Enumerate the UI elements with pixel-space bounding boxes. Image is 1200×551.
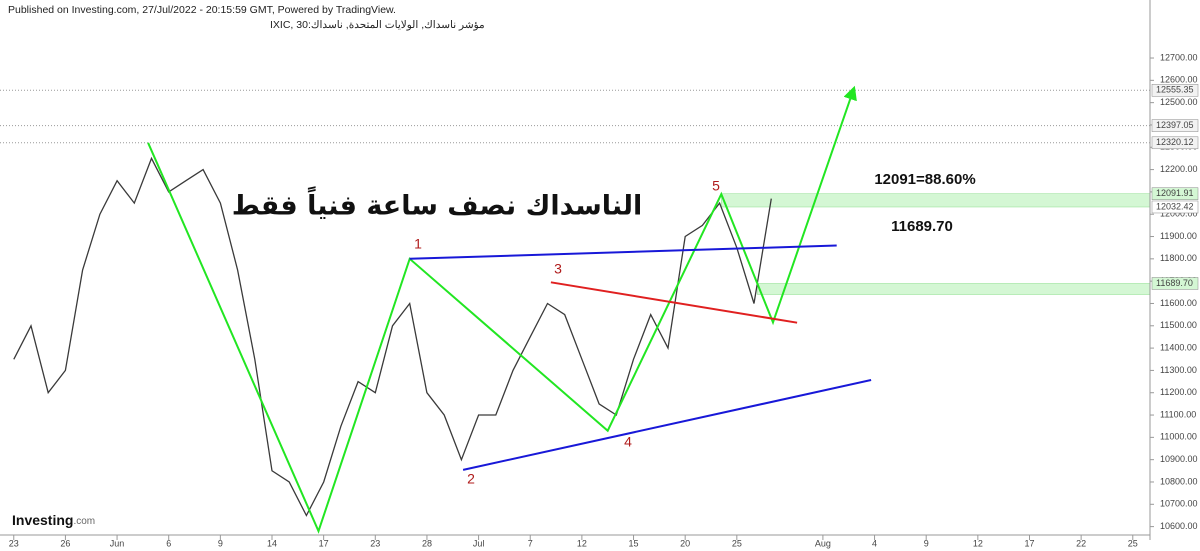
x-tick-label: 9	[218, 538, 223, 548]
wave-label: 2	[467, 471, 475, 487]
y-tick-label: 12600.00	[1160, 75, 1198, 85]
x-tick-label: 25	[1128, 538, 1138, 548]
price-label-box	[1151, 277, 1199, 290]
y-tick-label: 11100.00	[1160, 409, 1196, 419]
price-label-box	[1151, 119, 1199, 132]
y-tick-label: 12500.00	[1160, 97, 1198, 107]
y-tick-label: 11800.00	[1160, 253, 1197, 263]
chart-title: الناسداك نصف ساعة فنياً فقط	[232, 186, 643, 222]
x-tick-label: 12	[577, 538, 587, 548]
price-label-box	[1151, 136, 1199, 150]
x-tick-label: Jul	[473, 538, 485, 548]
annotation: 11689.70	[891, 218, 953, 235]
x-tick-label: 23	[9, 538, 19, 548]
trend-line	[462, 379, 872, 471]
header-symbol: مؤشر ناسداك, الولايات المتحدة, ناسداك:IX…	[270, 19, 485, 31]
y-tick-label: 10800.00	[1160, 476, 1198, 486]
annotation: 12091=88.60%	[874, 171, 975, 188]
price-label: 12397.05	[1156, 120, 1194, 130]
x-tick-label: 17	[319, 538, 329, 548]
y-tick-label: 12700.00	[1160, 52, 1198, 62]
x-tick-label: 15	[629, 538, 639, 548]
y-tick-label: 11000.00	[1160, 432, 1197, 442]
x-tick-label: 22	[1076, 538, 1086, 548]
zone	[721, 193, 1151, 208]
price-label: 12555.35	[1156, 85, 1194, 95]
price-line	[13, 156, 772, 517]
y-tick-label: 11300.00	[1160, 365, 1197, 375]
x-tick-label: Jun	[110, 538, 125, 548]
trend-line	[409, 244, 837, 260]
x-tick-label: 6	[166, 538, 171, 548]
price-label-box	[1151, 84, 1199, 97]
wave-label: 5	[712, 178, 720, 194]
zone	[757, 283, 1151, 295]
y-tick-label: 10900.00	[1160, 454, 1198, 464]
x-tick-label: 28	[422, 538, 432, 548]
brand-name: Investing	[12, 512, 73, 528]
wave-label: 1	[414, 236, 422, 252]
x-tick-label: 14	[267, 538, 277, 548]
brand: Investing.com	[12, 512, 95, 528]
y-tick-label: 12200.00	[1160, 164, 1198, 174]
y-tick-label: 10600.00	[1160, 521, 1198, 531]
trend-line	[147, 85, 857, 534]
price-label: 12091.91	[1156, 188, 1194, 198]
y-tick-label: 11200.00	[1160, 387, 1197, 397]
price-label-box	[1151, 187, 1199, 200]
wave-label: 3	[554, 261, 562, 277]
x-tick-label: 23	[370, 538, 380, 548]
y-tick-label: 11900.00	[1160, 231, 1197, 241]
price-label: 12320.12	[1156, 137, 1194, 147]
y-tick-label: 11600.00	[1160, 298, 1197, 308]
header-published: Published on Investing.com, 27/Jul/2022 …	[8, 4, 396, 16]
price-label: 11689.70	[1156, 278, 1193, 288]
brand-suffix: .com	[73, 516, 95, 527]
x-tick-label: 9	[924, 538, 929, 548]
price-label: 12032.42	[1156, 201, 1194, 211]
y-tick-label: 11500.00	[1160, 320, 1197, 330]
x-tick-label: 12	[973, 538, 983, 548]
x-tick-label: Aug	[815, 538, 831, 548]
price-label-box	[1151, 200, 1199, 214]
plot-layer	[0, 85, 1151, 534]
x-tick-label: 7	[528, 538, 533, 548]
x-tick-label: 20	[680, 538, 690, 548]
y-tick-label: 10700.00	[1160, 499, 1198, 509]
x-tick-label: 26	[60, 538, 70, 548]
y-tick-label: 12000.00	[1160, 209, 1198, 219]
wave-label: 4	[624, 434, 632, 450]
y-tick-label: 11400.00	[1160, 342, 1197, 352]
x-tick-label: 4	[872, 538, 877, 548]
trend-line	[550, 281, 798, 324]
x-tick-label: 17	[1024, 538, 1034, 548]
x-tick-label: 25	[732, 538, 742, 548]
